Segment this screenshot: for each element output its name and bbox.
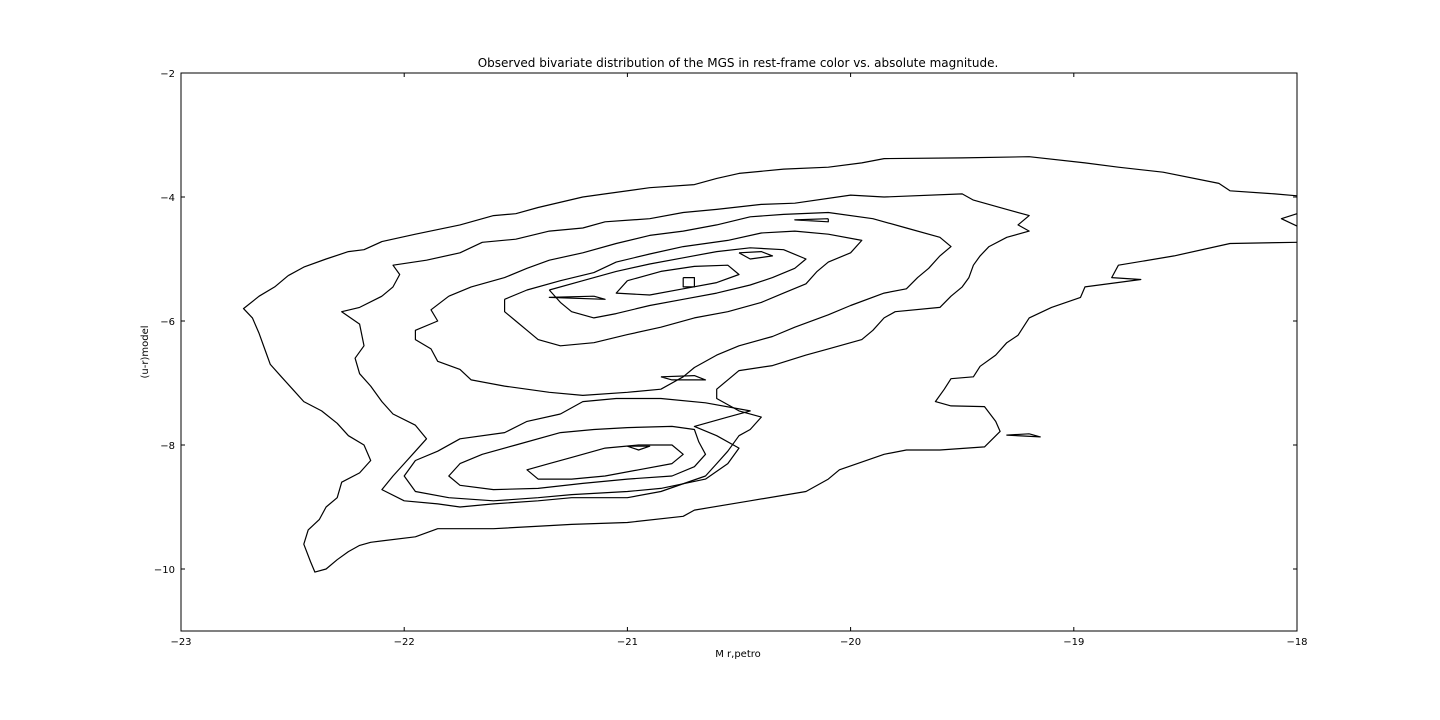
contour-line-17 <box>660 375 707 381</box>
x-axis: −23 −22 −21 −20 −19 −18 <box>170 73 1308 648</box>
contour-line-13 <box>738 251 774 260</box>
contour-line-1 <box>287 156 1298 277</box>
y-tick-label: −4 <box>160 193 175 204</box>
contour-line-2 <box>1280 213 1298 227</box>
contour-line-4 <box>1006 433 1041 438</box>
contour-line-3 <box>242 241 1298 573</box>
x-tick-label: −18 <box>1286 637 1307 648</box>
x-axis-label: M r,petro <box>715 649 761 660</box>
contour-line-6 <box>414 211 952 396</box>
contour-lines <box>242 156 1298 573</box>
y-tick-label: −2 <box>160 69 175 80</box>
y-tick-label: −10 <box>154 565 175 576</box>
plot-frame <box>180 72 1298 632</box>
contour-line-14 <box>682 277 696 288</box>
contour-line-12 <box>615 264 740 296</box>
contour-line-9 <box>448 425 707 491</box>
x-tick-label: −21 <box>617 637 638 648</box>
y-axis: −2 −4 −6 −8 −10 <box>154 69 1297 576</box>
x-tick-label: −19 <box>1063 637 1084 648</box>
x-tick-label: −23 <box>170 637 191 648</box>
y-tick-label: −6 <box>160 317 175 328</box>
contour-line-18 <box>627 445 651 451</box>
contour-line-16 <box>794 218 829 223</box>
chart-title: Observed bivariate distribution of the M… <box>478 56 999 70</box>
x-tick-label: −20 <box>840 637 861 648</box>
y-tick-label: −8 <box>160 441 175 452</box>
contour-line-5 <box>341 193 1030 508</box>
contour-line-11 <box>526 444 684 480</box>
contour-line-10 <box>548 247 807 319</box>
x-tick-label: −22 <box>394 637 415 648</box>
contour-line-8 <box>504 230 863 347</box>
contour-line-7 <box>403 397 751 502</box>
y-axis-label: (u-r)model <box>140 326 151 379</box>
contour-line-15 <box>548 295 606 300</box>
